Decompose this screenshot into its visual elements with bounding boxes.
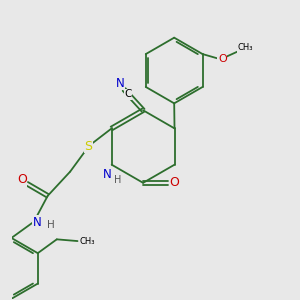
Text: N: N bbox=[33, 216, 42, 229]
Text: S: S bbox=[85, 140, 92, 153]
Text: CH₃: CH₃ bbox=[238, 44, 253, 52]
Text: C: C bbox=[124, 89, 132, 99]
Text: O: O bbox=[169, 176, 179, 189]
Text: CH₃: CH₃ bbox=[80, 237, 95, 246]
Text: H: H bbox=[114, 175, 122, 185]
Text: N: N bbox=[116, 77, 124, 90]
Text: O: O bbox=[218, 54, 227, 64]
Text: N: N bbox=[103, 168, 112, 181]
Text: H: H bbox=[46, 220, 54, 230]
Text: O: O bbox=[17, 173, 27, 186]
